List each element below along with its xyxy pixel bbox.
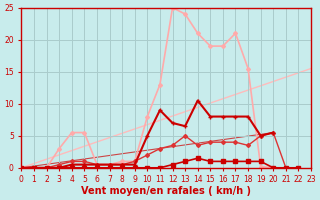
X-axis label: Vent moyen/en rafales ( km/h ): Vent moyen/en rafales ( km/h ): [81, 186, 251, 196]
